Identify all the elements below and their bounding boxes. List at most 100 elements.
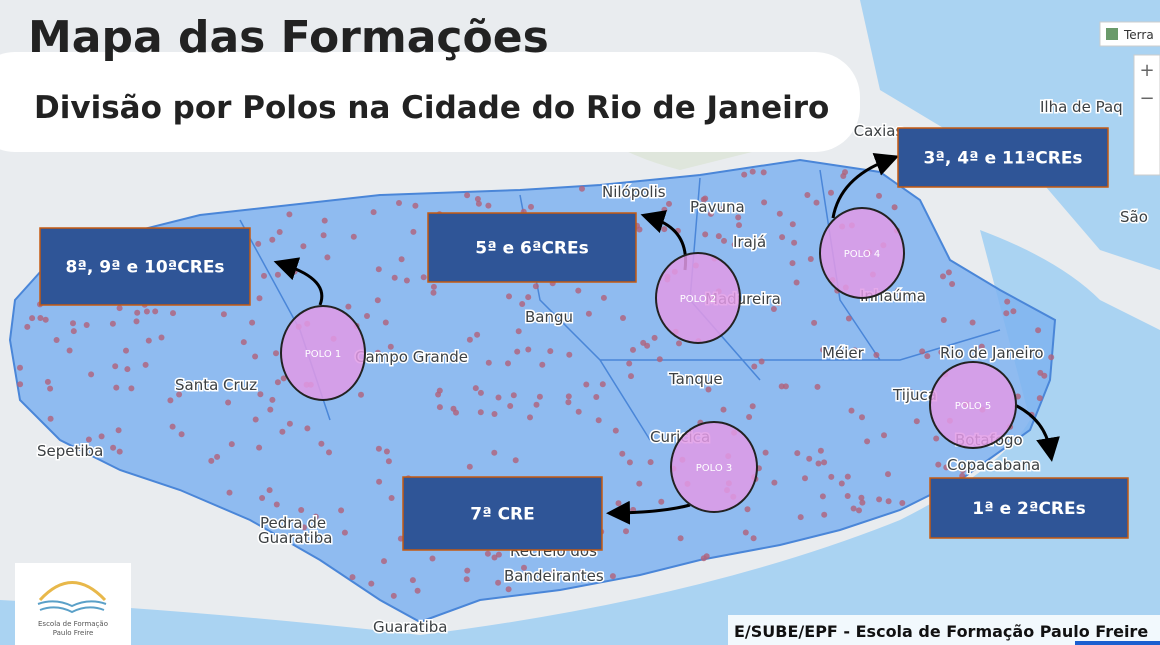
school-dot: [227, 490, 233, 496]
school-dot: [648, 459, 654, 465]
school-dot: [170, 310, 176, 316]
school-dot: [381, 558, 387, 564]
school-dot: [273, 350, 279, 356]
school-dot: [794, 280, 800, 286]
school-dot: [846, 316, 852, 322]
zoom-out[interactable]: −: [1139, 88, 1154, 109]
map: NilópolisPavunaMadureiraBanguCampo Grand…: [0, 0, 1160, 645]
cre-label: 7ª CRE: [470, 505, 535, 525]
school-dot: [112, 363, 118, 369]
school-dot: [566, 352, 572, 358]
school-dot: [152, 308, 158, 314]
school-dot: [70, 320, 76, 326]
place-label: Rio de Janeiro: [940, 344, 1044, 362]
school-dot: [124, 366, 130, 372]
school-dot: [746, 414, 752, 420]
school-dot: [48, 416, 54, 422]
school-dot: [99, 433, 105, 439]
school-dot: [583, 382, 589, 388]
school-dot: [431, 290, 437, 296]
school-dot: [539, 362, 545, 368]
school-dot: [410, 577, 416, 583]
school-dot: [516, 328, 522, 334]
school-dot: [430, 556, 436, 562]
school-dot: [779, 234, 785, 240]
school-dot: [492, 411, 498, 417]
school-dot: [565, 399, 571, 405]
school-dot: [384, 449, 390, 455]
school-dot: [350, 574, 356, 580]
school-dot: [628, 373, 634, 379]
school-dot: [525, 294, 531, 300]
school-dot: [473, 385, 479, 391]
school-dot: [17, 381, 23, 387]
place-label: Copacabana: [947, 456, 1040, 474]
school-dot: [702, 231, 708, 237]
school-dot: [721, 407, 727, 413]
school-dot: [828, 474, 834, 480]
school-dot: [610, 573, 616, 579]
school-dot: [275, 379, 281, 385]
subtitle: Divisão por Polos na Cidade do Rio de Ja…: [34, 90, 829, 126]
school-dot: [547, 348, 553, 354]
school-dot: [791, 240, 797, 246]
school-dot: [876, 193, 882, 199]
school-dot: [575, 288, 581, 294]
school-dot: [47, 386, 53, 392]
school-dot: [678, 535, 684, 541]
school-dot: [464, 576, 470, 582]
school-dot: [410, 229, 416, 235]
school-dot: [613, 428, 619, 434]
school-dot: [375, 297, 381, 303]
school-dot: [208, 458, 214, 464]
school-dot: [856, 507, 862, 513]
school-dot: [506, 293, 512, 299]
school-dot: [794, 450, 800, 456]
zoom-in[interactable]: +: [1139, 60, 1154, 81]
school-dot: [821, 459, 827, 465]
logo-text: Escola de Formação: [38, 620, 108, 628]
school-dot: [661, 226, 667, 232]
school-dot: [1004, 299, 1010, 305]
school-dot: [404, 278, 410, 284]
school-dot: [619, 451, 625, 457]
school-dot: [399, 256, 405, 262]
school-dot: [759, 359, 765, 365]
footer: E/SUBE/EPF - Escola de Formação Paulo Fr…: [734, 622, 1148, 641]
school-dot: [257, 295, 263, 301]
page: {"header": {"title": "Mapa das Formações…: [0, 0, 1160, 645]
school-dot: [919, 348, 925, 354]
school-dot: [267, 487, 273, 493]
school-dot: [376, 479, 382, 485]
school-dot: [600, 381, 606, 387]
school-dot: [790, 221, 796, 227]
school-dot: [616, 500, 622, 506]
school-dot: [750, 403, 756, 409]
school-dot: [269, 237, 275, 243]
school-dot: [318, 441, 324, 447]
place-label: Santa Cruz: [175, 376, 257, 394]
school-dot: [839, 481, 845, 487]
school-dot: [859, 414, 865, 420]
school-dot: [790, 260, 796, 266]
place-label: Nilópolis: [602, 183, 666, 201]
school-dot: [437, 388, 443, 394]
school-dot: [287, 421, 293, 427]
school-dot: [750, 169, 756, 175]
school-dot: [701, 555, 707, 561]
school-dot: [300, 243, 306, 249]
school-dot: [946, 269, 952, 275]
school-dot: [751, 364, 757, 370]
school-dot: [412, 203, 418, 209]
school-dot: [351, 234, 357, 240]
school-dot: [630, 347, 636, 353]
school-dot: [229, 441, 235, 447]
school-dot: [873, 352, 879, 358]
school-dot: [478, 390, 484, 396]
school-dot: [116, 427, 122, 433]
school-dot: [783, 383, 789, 389]
layer-label: Terra: [1123, 28, 1154, 42]
school-dot: [496, 395, 502, 401]
cre-label: 8ª, 9ª e 10ªCREs: [65, 258, 224, 278]
school-dot: [167, 397, 173, 403]
